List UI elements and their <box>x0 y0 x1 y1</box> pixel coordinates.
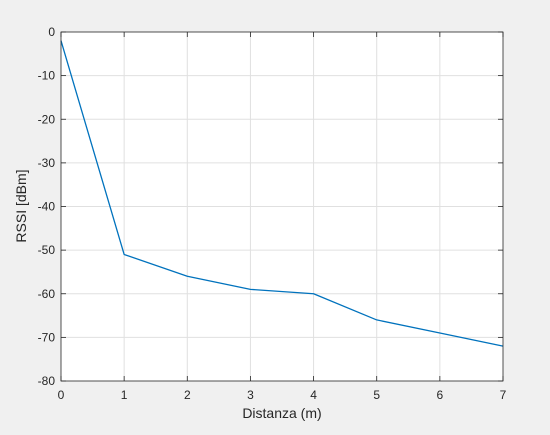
x-tick-label: 3 <box>247 388 254 402</box>
grid <box>61 32 503 381</box>
y-axis-title: RSSI [dBm] <box>13 169 29 242</box>
series-line <box>60 40 504 347</box>
x-tick-label: 0 <box>58 388 65 402</box>
y-tick-label: -50 <box>38 243 56 257</box>
tick-labels: 0 1 2 3 4 5 6 7 0 -10 -20 -30 -40 -50 -60 -70 -80 <box>38 25 507 402</box>
x-tick-label: 5 <box>373 388 380 402</box>
series-layer <box>60 40 504 347</box>
x-tick-label: 4 <box>310 388 317 402</box>
y-tick-label: -30 <box>38 156 56 170</box>
x-tick-label: 1 <box>121 388 128 402</box>
y-tick-label: -80 <box>38 374 56 388</box>
y-tick-label: -60 <box>38 287 56 301</box>
ticks <box>60 31 504 382</box>
x-tick-label: 7 <box>500 388 507 402</box>
y-tick-label: -70 <box>38 330 56 344</box>
x-axis-title: Distanza (m) <box>242 405 321 421</box>
y-tick-label: -10 <box>38 69 56 83</box>
x-tick-label: 2 <box>184 388 191 402</box>
y-tick-label: -20 <box>38 112 56 126</box>
y-tick-label: -40 <box>38 200 56 214</box>
y-tick-label: 0 <box>48 25 55 39</box>
x-tick-label: 6 <box>437 388 444 402</box>
